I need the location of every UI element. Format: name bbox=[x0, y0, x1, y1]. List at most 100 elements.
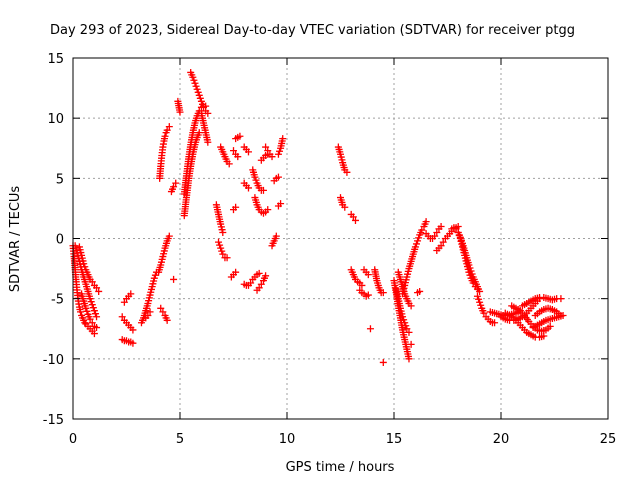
x-tick-label: 15 bbox=[386, 432, 403, 447]
data-series-t23 bbox=[232, 132, 244, 143]
data-point bbox=[120, 298, 128, 306]
data-series-t35 bbox=[270, 173, 282, 185]
data-series-t18 bbox=[197, 109, 212, 146]
data-point bbox=[81, 319, 89, 327]
data-point bbox=[274, 150, 282, 158]
data-series-t16 bbox=[187, 68, 212, 117]
data-point bbox=[204, 109, 212, 117]
data-point bbox=[88, 278, 96, 286]
data-series-t3 bbox=[78, 290, 101, 332]
data-series-t28 bbox=[249, 166, 267, 194]
data-point bbox=[414, 237, 422, 245]
data-point bbox=[217, 244, 225, 252]
data-point bbox=[465, 261, 473, 269]
data-series-t17 bbox=[174, 97, 184, 116]
y-tick-label: 15 bbox=[47, 52, 64, 67]
data-point bbox=[80, 260, 88, 268]
data-series-t40 bbox=[347, 210, 359, 224]
data-point bbox=[379, 289, 387, 297]
data-point bbox=[219, 250, 227, 258]
data-point bbox=[234, 153, 242, 161]
data-point bbox=[88, 301, 96, 309]
data-point bbox=[349, 213, 357, 221]
data-point bbox=[364, 271, 372, 279]
data-point bbox=[439, 238, 447, 246]
data-point bbox=[91, 310, 99, 318]
x-tick-label: 0 bbox=[69, 432, 77, 447]
x-tick-label: 10 bbox=[279, 432, 296, 447]
data-series-t41 bbox=[347, 266, 366, 289]
data-series-t24 bbox=[230, 203, 240, 214]
data-point bbox=[90, 307, 98, 315]
data-point bbox=[95, 287, 103, 295]
data-series-t52 bbox=[422, 222, 445, 242]
data-point bbox=[411, 243, 419, 251]
data-point bbox=[416, 287, 424, 295]
data-point bbox=[268, 153, 276, 161]
data-series-t31 bbox=[240, 269, 263, 289]
data-point bbox=[559, 312, 567, 320]
data-series-t4 bbox=[118, 336, 137, 347]
data-point bbox=[196, 94, 204, 102]
data-point bbox=[170, 275, 178, 283]
data-series-t30 bbox=[251, 194, 272, 217]
data-point bbox=[364, 291, 372, 299]
data-series-t44 bbox=[366, 325, 374, 333]
data-point bbox=[76, 308, 84, 316]
data-point bbox=[157, 304, 165, 312]
data-point bbox=[81, 263, 89, 271]
data-point bbox=[129, 326, 137, 334]
data-point bbox=[86, 315, 94, 323]
x-axis-label: GPS time / hours bbox=[286, 460, 395, 475]
data-point bbox=[232, 203, 240, 211]
data-series-t62 bbox=[518, 293, 565, 310]
data-point bbox=[412, 240, 420, 248]
data-point bbox=[403, 325, 411, 333]
data-point bbox=[262, 272, 270, 280]
data-point bbox=[405, 328, 413, 336]
data-point bbox=[236, 132, 244, 140]
data-point bbox=[264, 147, 272, 155]
data-point bbox=[163, 316, 171, 324]
data-point bbox=[197, 97, 205, 105]
data-point bbox=[191, 79, 199, 87]
data-point bbox=[215, 238, 223, 246]
data-point bbox=[161, 132, 169, 140]
data-point bbox=[192, 82, 200, 90]
x-tick-label: 20 bbox=[493, 432, 510, 447]
x-tick-label: 25 bbox=[600, 432, 617, 447]
data-point bbox=[264, 206, 272, 214]
data-series-t6 bbox=[120, 290, 135, 306]
data-point bbox=[431, 232, 439, 240]
data-point bbox=[351, 216, 359, 224]
data-series-t39 bbox=[337, 194, 349, 211]
data-point bbox=[244, 148, 252, 156]
data-point bbox=[456, 233, 464, 241]
data-point bbox=[407, 340, 415, 348]
data-point bbox=[86, 295, 94, 303]
data-point bbox=[252, 176, 260, 184]
data-series-t33 bbox=[262, 143, 276, 161]
data-series-t21 bbox=[215, 238, 231, 262]
data-point bbox=[90, 330, 98, 338]
y-tick-label: -10 bbox=[43, 353, 64, 368]
data-series-t11 bbox=[170, 275, 178, 283]
data-point bbox=[127, 290, 135, 298]
data-point bbox=[244, 184, 252, 192]
x-tick-labels: 0 5 10 15 20 25 bbox=[69, 432, 616, 447]
data-point bbox=[232, 268, 240, 276]
data-point bbox=[87, 298, 95, 306]
data-point bbox=[194, 88, 202, 96]
data-point bbox=[198, 100, 206, 108]
data-point bbox=[279, 135, 287, 143]
chart-title: Day 293 of 2023, Sidereal Day-to-day VTE… bbox=[50, 23, 575, 38]
data-point bbox=[151, 271, 159, 279]
data-point bbox=[225, 160, 233, 168]
data-point bbox=[200, 103, 208, 111]
data-point bbox=[255, 269, 263, 277]
data-point bbox=[195, 129, 203, 137]
data-point bbox=[165, 232, 173, 240]
data-series-t2 bbox=[75, 243, 103, 295]
data-point bbox=[476, 287, 484, 295]
